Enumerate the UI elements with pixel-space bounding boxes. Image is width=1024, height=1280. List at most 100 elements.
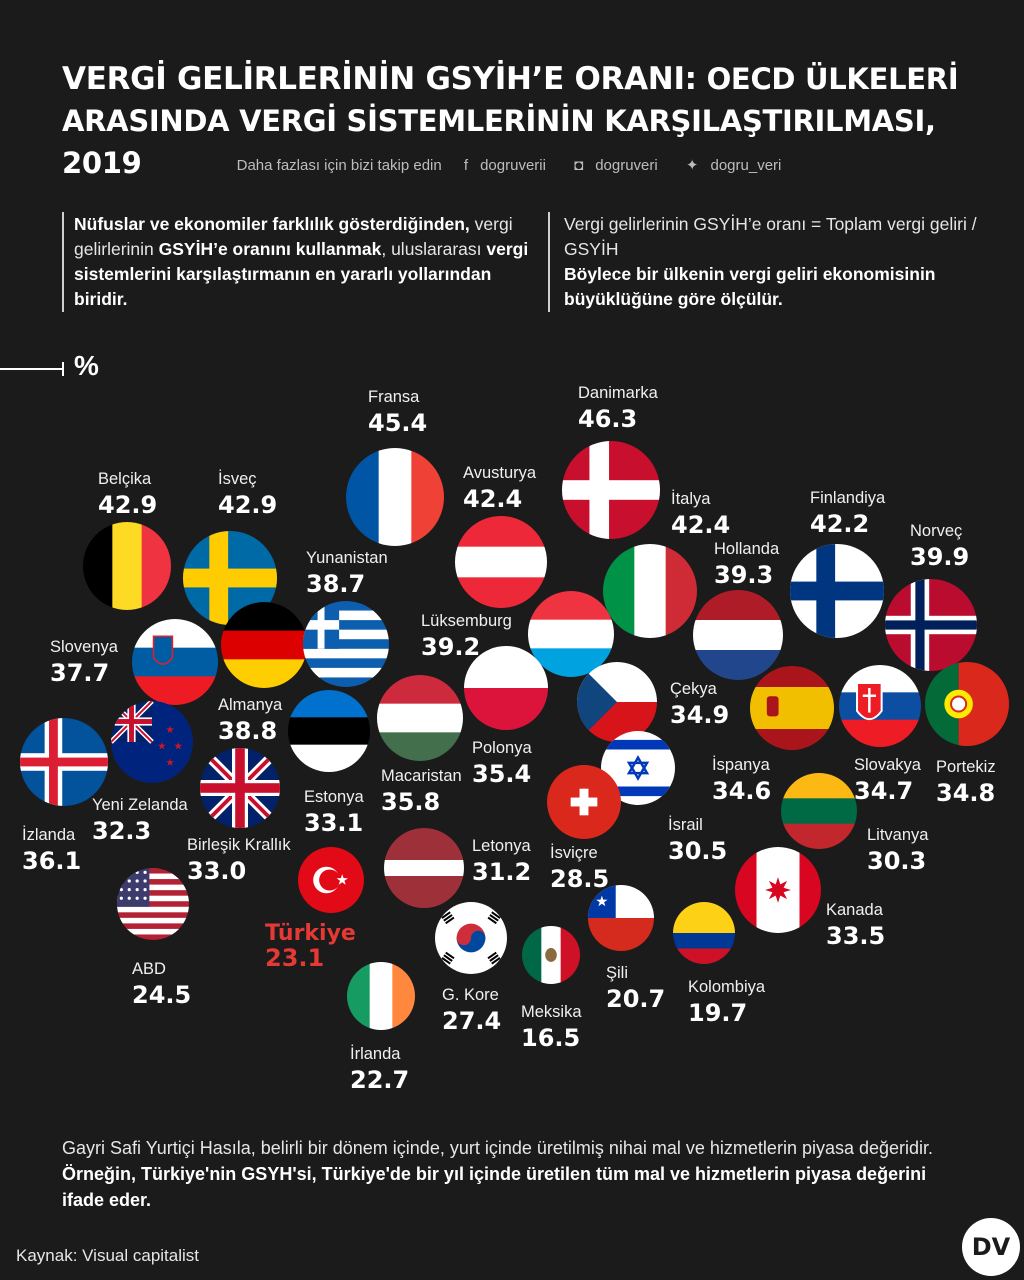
bubble-lithuania [781,773,857,849]
label-name-canada: Kanada [826,901,884,919]
iceland-flag-icon [20,718,108,806]
bubble-austria [455,516,547,608]
footer-p1: Gayri Safi Yurtiçi Hasıla, belirli bir d… [62,1138,934,1158]
bubble-netherlands [693,590,783,680]
unit-tick [62,362,64,376]
intro-left-p5: vergi sistemlerini karşılaştırmanın en y… [74,239,529,309]
label-name-netherlands: Hollanda [714,540,780,558]
label-value-iceland: 36.1 [22,847,81,875]
label-name-denmark: Danimarka [578,384,659,402]
label-name-spain: İspanya [712,755,771,774]
label-name-poland: Polonya [472,739,532,757]
label-value-chile: 20.7 [606,985,665,1013]
bubble-luxembourg [528,591,614,677]
label-name-switzerland: İsviçre [550,843,598,862]
facebook-link[interactable]: f dogruverii [458,157,552,174]
intro-right-p2: Böylece bir ülkenin vergi geliri ekonomi… [564,264,936,309]
label-value-lithuania: 30.3 [867,847,926,875]
bubble-ireland [347,962,415,1030]
label-value-ireland: 22.7 [350,1066,409,1094]
bubble-greece [303,601,389,687]
lithuania-flag-icon [781,773,857,849]
france-flag-icon [346,448,444,546]
label-value-sweden: 42.9 [218,491,277,519]
title-line2: ARASINDA VERGİ SİSTEMLERİNİN KARŞILAŞTIR… [62,104,936,180]
twitter-icon: ✦ [685,157,699,174]
label-name-ireland: İrlanda [350,1044,401,1063]
bubble-switzerland [547,765,621,839]
sweden-flag-icon [183,531,277,625]
instagram-icon: ◘ [574,157,584,174]
label-value-hungary: 35.8 [381,788,440,816]
label-value-latvia: 31.2 [472,858,531,886]
label-name-estonia: Estonya [304,788,364,806]
instagram-link[interactable]: ◘ dogruveri [568,157,664,174]
label-value-poland: 35.4 [472,760,531,788]
facebook-handle: dogruverii [480,157,546,174]
label-value-switzerland: 28.5 [550,865,609,893]
bubble-newzealand [111,701,193,783]
label-value-colombia: 19.7 [688,999,747,1027]
ireland-flag-icon [347,962,415,1030]
intro-left: Nüfuslar ve ekonomiler farklılık gösterd… [62,212,544,312]
bubble-turkey [298,847,364,913]
netherlands-flag-icon [693,590,783,680]
bubble-korea [435,902,507,974]
label-name-austria: Avusturya [463,464,537,482]
bubble-slovakia [839,665,921,747]
label-name-colombia: Kolombiya [688,978,766,996]
label-name-usa: ABD [132,960,166,978]
label-value-italy: 42.4 [671,511,730,539]
latvia-flag-icon [384,828,464,908]
intro-left-p2: vergi gelirlerinin [74,214,513,259]
label-name-chile: Şili [606,964,628,982]
twitter-link[interactable]: ✦ dogru_veri [680,157,787,174]
label-value-slovakia: 34.7 [854,777,913,805]
colombia-flag-icon [673,902,735,964]
label-name-hungary: Macaristan [381,767,462,785]
bubble-chile [588,885,654,951]
label-name-belgium: Belçika [98,470,152,488]
label-value-mexico: 16.5 [521,1024,580,1052]
newzealand-flag-icon [111,701,193,783]
unit-label: % [74,350,99,381]
bubble-iceland [20,718,108,806]
estonia-flag-icon [288,690,370,772]
intro-right-p1: Vergi gelirlerinin GSYİH’e oranı = Topla… [564,214,977,259]
label-value-luxembourg: 39.2 [421,633,480,661]
label-name-iceland: İzlanda [22,825,76,844]
bubble-germany [221,602,307,688]
label-value-netherlands: 39.3 [714,561,773,589]
label-name-greece: Yunanistan [306,549,388,567]
label-name-italy: İtalya [671,489,711,508]
slovenia-flag-icon [132,619,218,705]
label-name-slovakia: Slovakya [854,756,922,774]
bubble-mexico [522,926,580,984]
label-value-uk: 33.0 [187,857,246,885]
bubble-france [346,448,444,546]
unit-line [0,368,62,370]
label-name-israel: İsrail [668,815,703,834]
label-name-sweden: İsveç [218,469,257,488]
label-name-latvia: Letonya [472,837,532,855]
social-bar: Daha fazlası için bizi takip edin f dogru… [0,156,1024,174]
denmark-flag-icon [562,441,660,539]
label-value-czechia: 34.9 [670,701,729,729]
finland-flag-icon [790,544,884,638]
turkey-flag-icon [298,847,364,913]
label-value-slovenia: 37.7 [50,659,109,687]
label-value-norway: 39.9 [910,543,969,571]
label-value-belgium: 42.9 [98,491,157,519]
bubble-hungary [377,675,463,761]
label-value-finland: 42.2 [810,510,869,538]
bubble-italy [603,544,697,638]
title-line1-rest: OECD ÜLKELERİ [696,62,959,96]
facebook-icon: f [463,157,469,174]
label-value-korea: 27.4 [442,1007,501,1035]
luxembourg-flag-icon [528,591,614,677]
title-line1-bold: VERGİ GELİRLERİNİN GSYİH’E ORANI: [62,61,697,97]
label-name-norway: Norveç [910,522,962,540]
label-name-uk: Birleşik Krallık [187,836,291,854]
intro-right: Vergi gelirlerinin GSYİH’e oranı = Topla… [548,212,994,312]
czechia-flag-icon [577,662,657,742]
